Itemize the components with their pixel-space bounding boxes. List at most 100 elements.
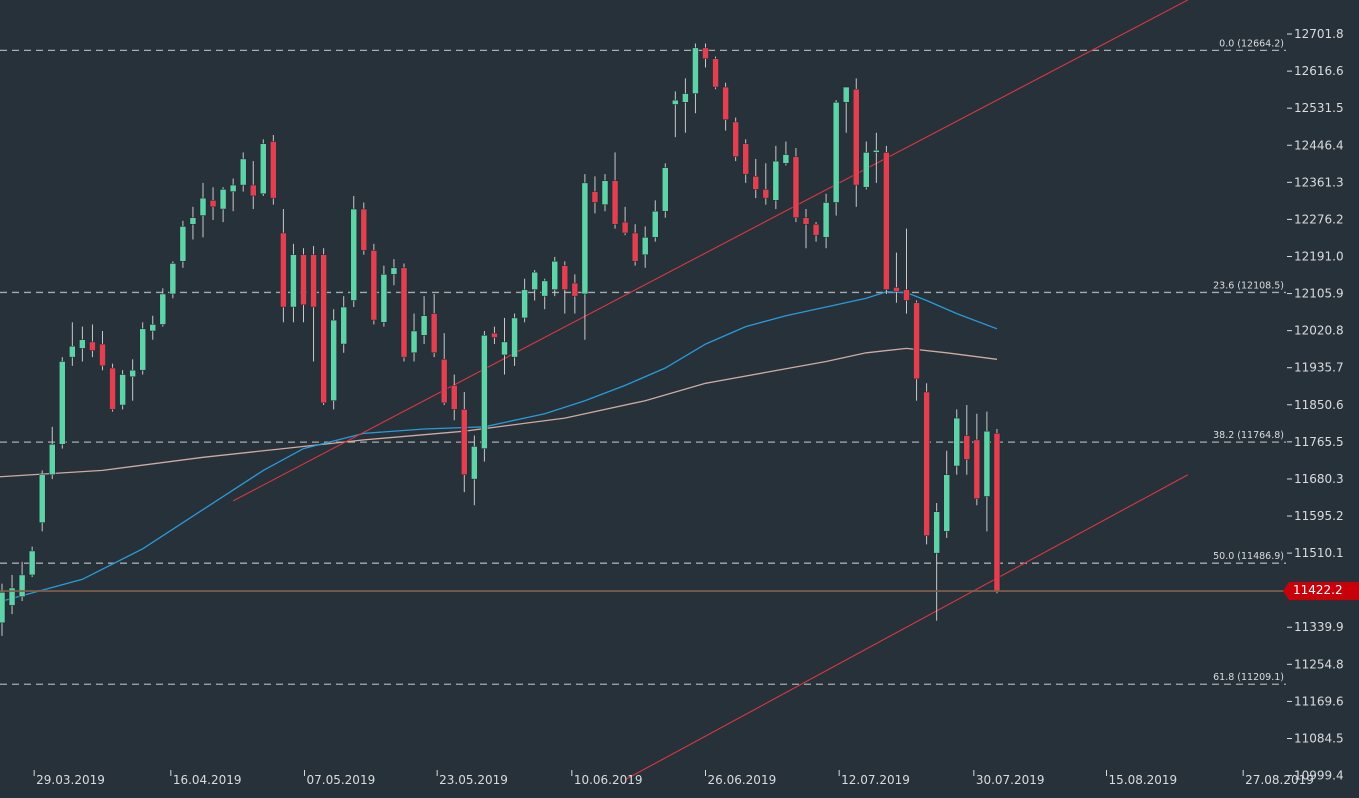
candle [873, 132, 880, 183]
candle-body-bull [229, 184, 237, 192]
candle-body-bull [782, 154, 790, 164]
candle [99, 330, 106, 371]
candle [461, 391, 468, 493]
candle-body-bear [400, 267, 408, 358]
candle [752, 158, 759, 199]
candle-body-bear [722, 86, 729, 120]
candle [471, 435, 478, 506]
fib-level-label: 0.0 (12664.2) [1219, 38, 1284, 49]
candle [672, 91, 679, 138]
candle [621, 206, 629, 236]
candle-body-bear [320, 254, 327, 404]
candle-body-bear [923, 391, 930, 536]
candle [832, 100, 840, 216]
candle-body-bull [340, 306, 347, 345]
candle [179, 220, 187, 268]
candle-body-bull [842, 86, 850, 103]
candle [531, 270, 538, 301]
candle [239, 152, 247, 192]
y-axis[interactable]: 12701.8 12616.6 12531.5 12446.4 12361.3 12276… [1287, 27, 1344, 783]
candle [169, 261, 177, 299]
candle [290, 243, 297, 323]
candle-body-bull [410, 330, 418, 354]
candle [28, 546, 36, 578]
y-tick-label: 12361.3 [1294, 175, 1344, 189]
x-tick-label: 12.07.2019 [841, 773, 910, 787]
candle-body-bear [250, 184, 257, 197]
candle-body-bull [199, 197, 207, 216]
candle-body-bear [591, 191, 599, 203]
candle [903, 228, 910, 314]
candle [270, 134, 277, 205]
candle [501, 317, 508, 375]
candle-body-bull [290, 254, 297, 308]
candle-body-bull [0, 592, 6, 624]
candle-body-bull [662, 167, 669, 212]
last-price-badge: 11422.2 [1283, 582, 1359, 601]
moving-average-fast [1, 291, 998, 602]
candle [652, 200, 659, 242]
candle [119, 370, 126, 410]
candle-body-bull [59, 361, 66, 445]
candle-body-bear [903, 289, 910, 301]
candle [189, 206, 197, 240]
y-tick-label: 11935.7 [1294, 361, 1344, 375]
fib-level-label: 50.0 (11486.9) [1213, 551, 1284, 562]
candle-body-bull [521, 289, 528, 319]
y-tick-label: 12020.8 [1294, 324, 1344, 338]
candle [370, 243, 378, 325]
candle [702, 43, 709, 68]
candle [581, 174, 589, 340]
candle-body-bear [913, 302, 920, 380]
candle-body-bear [812, 224, 820, 236]
fibonacci-levels [0, 49, 1286, 685]
candle-body-bear [89, 341, 96, 351]
y-tick-label: 11339.9 [1294, 620, 1344, 634]
candle-body-bear [802, 217, 810, 225]
candle [430, 293, 438, 358]
candle-body-bear [99, 343, 106, 367]
candle [440, 333, 448, 406]
candle [89, 324, 96, 358]
candle-body-bear [702, 47, 709, 59]
candle-body-bull [149, 324, 156, 332]
candle-body-bear [440, 359, 448, 404]
candle-body-bull [38, 474, 46, 523]
candle [209, 187, 217, 220]
candle-body-bear [310, 254, 317, 308]
candle-body-bull [380, 274, 388, 323]
trendline [624, 474, 1189, 781]
candle [69, 322, 76, 366]
candle [641, 226, 649, 268]
candles [0, 43, 1286, 636]
candle-body-bull [139, 328, 146, 371]
y-tick-label: 11254.8 [1294, 657, 1344, 671]
candle-body-bull [179, 226, 187, 262]
candle-body-bear [611, 180, 619, 225]
candle [953, 409, 960, 475]
candle [792, 148, 800, 223]
candle-body-bear [109, 367, 116, 410]
x-tick-label: 30.07.2019 [976, 773, 1045, 787]
candle-body-bear [300, 254, 307, 306]
x-axis[interactable]: 29.03.2019 16.04.2019 07.05.2019 23.05.2019… [33, 770, 1314, 787]
y-tick-label: 12701.8 [1294, 27, 1344, 41]
candle-body-bull [652, 210, 659, 238]
x-tick-label: 23.05.2019 [439, 773, 508, 787]
candle [380, 265, 388, 327]
candle [400, 263, 408, 362]
candle-body-bull [390, 267, 398, 275]
candle [631, 224, 639, 266]
candle [0, 583, 6, 636]
candle-body-bull [119, 374, 126, 406]
candle-body-bull [943, 474, 950, 532]
candle-body-bull [641, 237, 649, 256]
candle [129, 359, 136, 401]
candle-body-bear [561, 265, 569, 290]
candle-body-bull [933, 511, 940, 554]
y-tick-label: 11680.3 [1294, 472, 1344, 486]
candle-body-bull [832, 102, 840, 203]
candle [913, 300, 920, 401]
